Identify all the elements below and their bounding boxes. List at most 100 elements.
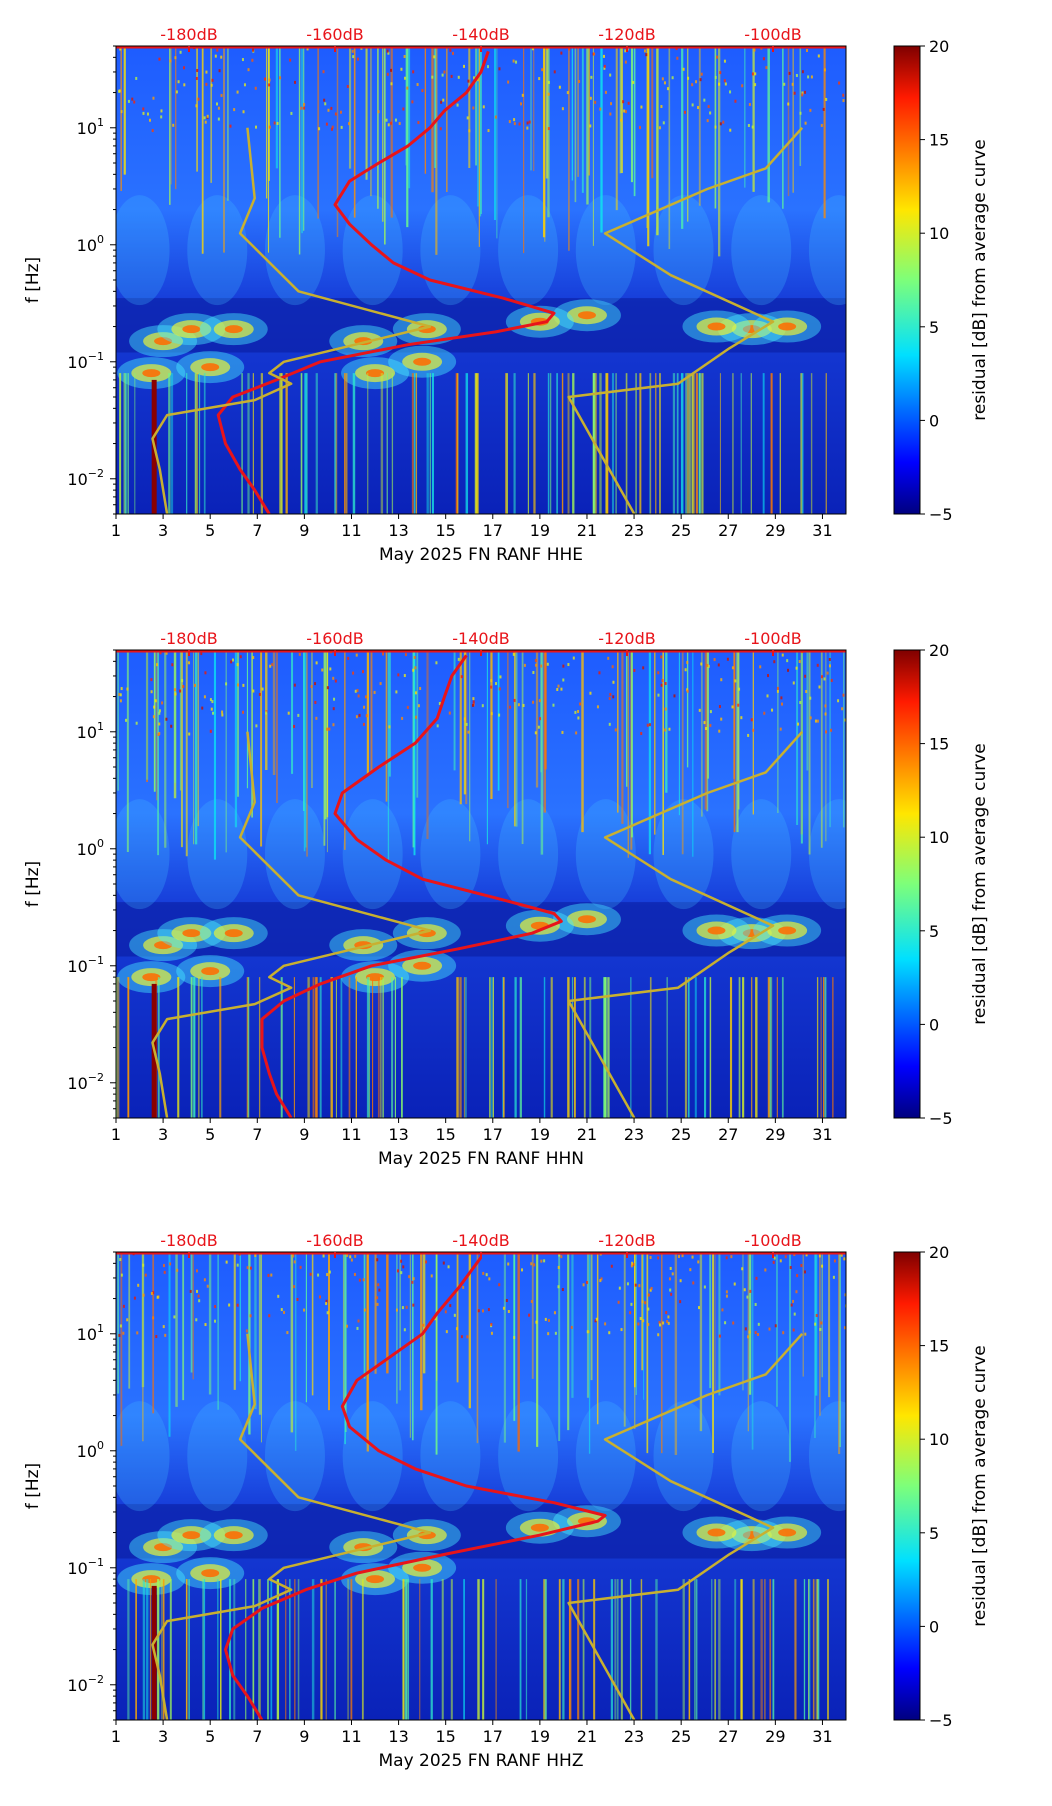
high-freq-speckle: [398, 121, 401, 125]
high-freq-speckle: [160, 115, 163, 119]
high-freq-speckle: [152, 96, 155, 100]
high-freq-speckle: [598, 671, 601, 675]
high-freq-speckle: [196, 1289, 199, 1293]
high-freq-speckle: [158, 711, 161, 715]
high-freq-speckle: [242, 683, 245, 687]
high-freq-speckle: [687, 76, 690, 80]
x-tick-label: 25: [671, 1125, 691, 1144]
high-freq-speckle: [650, 1286, 653, 1290]
high-freq-speckle: [589, 124, 592, 128]
high-freq-speckle: [535, 1320, 538, 1324]
high-freq-speckle: [197, 1294, 200, 1298]
high-freq-speckle: [809, 108, 812, 112]
high-freq-speckle: [682, 67, 685, 71]
high-freq-speckle: [677, 1254, 680, 1258]
high-freq-speckle: [402, 107, 405, 111]
colorbar-title: residual [dB] from average curve: [970, 1345, 990, 1626]
high-freq-speckle: [408, 1275, 411, 1279]
x-tick-label: 17: [483, 1727, 503, 1746]
high-freq-speckle: [657, 1256, 660, 1260]
high-freq-speckle: [801, 91, 804, 95]
high-freq-speckle: [171, 663, 174, 667]
high-freq-speckle: [787, 668, 790, 672]
high-freq-speckle: [546, 662, 549, 666]
y-tick-label: 10−1: [67, 1556, 104, 1578]
high-freq-speckle: [451, 51, 454, 55]
high-freq-speckle: [743, 1288, 746, 1292]
high-freq-speckle: [523, 663, 526, 667]
noise-model-curve: [151, 127, 432, 514]
high-freq-speckle: [684, 668, 687, 672]
high-freq-speckle: [382, 652, 385, 656]
high-freq-speckle: [498, 713, 501, 717]
high-freq-speckle: [404, 653, 407, 657]
high-freq-speckle: [553, 70, 556, 74]
high-freq-speckle: [471, 703, 474, 707]
high-freq-speckle: [522, 703, 525, 707]
high-freq-speckle: [726, 657, 729, 661]
x-tick-label: 5: [205, 1727, 215, 1746]
high-freq-speckle: [160, 109, 163, 113]
y-tick-label: 101: [77, 1322, 104, 1344]
high-freq-speckle: [196, 68, 199, 72]
high-freq-speckle: [293, 724, 296, 728]
high-freq-speckle: [617, 1300, 620, 1304]
high-freq-speckle: [644, 1301, 647, 1305]
high-freq-speckle: [622, 100, 625, 104]
high-freq-speckle: [658, 1321, 661, 1325]
x-tick-label: 27: [718, 1125, 738, 1144]
diffuse-energy: [731, 195, 792, 306]
diffuse-energy: [731, 1401, 792, 1512]
x-tick-label: 11: [341, 1125, 361, 1144]
high-freq-speckle: [249, 1314, 252, 1318]
high-freq-speckle: [602, 54, 605, 58]
microseism-peak: [224, 325, 243, 334]
high-freq-speckle: [142, 107, 145, 111]
high-freq-speckle: [472, 76, 475, 80]
colorbar-tick-label: 10: [929, 1430, 949, 1449]
high-freq-speckle: [170, 724, 173, 728]
high-freq-speckle: [216, 102, 219, 106]
high-freq-speckle: [242, 110, 245, 114]
high-freq-speckle: [188, 732, 191, 736]
high-freq-speckle: [706, 119, 709, 123]
high-freq-speckle: [333, 697, 336, 701]
high-freq-speckle: [534, 731, 537, 735]
high-freq-speckle: [634, 1283, 637, 1287]
high-freq-speckle: [135, 721, 138, 725]
high-freq-speckle: [774, 1324, 777, 1328]
high-freq-speckle: [430, 1274, 433, 1278]
high-freq-speckle: [379, 682, 382, 686]
high-freq-speckle: [481, 704, 484, 708]
high-freq-speckle: [741, 1267, 744, 1271]
colorbar-tick-label: 0: [929, 411, 939, 430]
x-tick-label: 13: [388, 1125, 408, 1144]
high-freq-speckle: [731, 705, 734, 709]
high-freq-speckle: [267, 1273, 270, 1277]
high-freq-speckle: [252, 655, 255, 659]
high-freq-speckle: [723, 59, 726, 63]
high-freq-speckle: [561, 730, 564, 734]
high-freq-speckle: [823, 68, 826, 72]
high-freq-speckle: [322, 1254, 325, 1258]
high-freq-speckle: [195, 1318, 198, 1322]
high-freq-speckle: [673, 694, 676, 698]
high-freq-speckle: [660, 105, 663, 109]
high-freq-speckle: [142, 1263, 145, 1267]
high-freq-speckle: [807, 75, 810, 79]
high-freq-speckle: [229, 124, 232, 128]
high-freq-speckle: [258, 692, 261, 696]
high-freq-speckle: [793, 1312, 796, 1316]
high-freq-speckle: [671, 1272, 674, 1276]
microseism-peak: [707, 926, 726, 935]
microseism-peak: [707, 322, 726, 331]
high-freq-speckle: [620, 1328, 623, 1332]
high-freq-speckle: [388, 725, 391, 729]
high-freq-speckle: [718, 82, 721, 86]
high-freq-speckle: [754, 72, 757, 76]
high-freq-speckle: [120, 687, 123, 691]
x-tick-label: 9: [299, 521, 309, 540]
high-freq-speckle: [799, 701, 802, 705]
high-freq-speckle: [156, 663, 159, 667]
high-freq-speckle: [363, 1308, 366, 1312]
